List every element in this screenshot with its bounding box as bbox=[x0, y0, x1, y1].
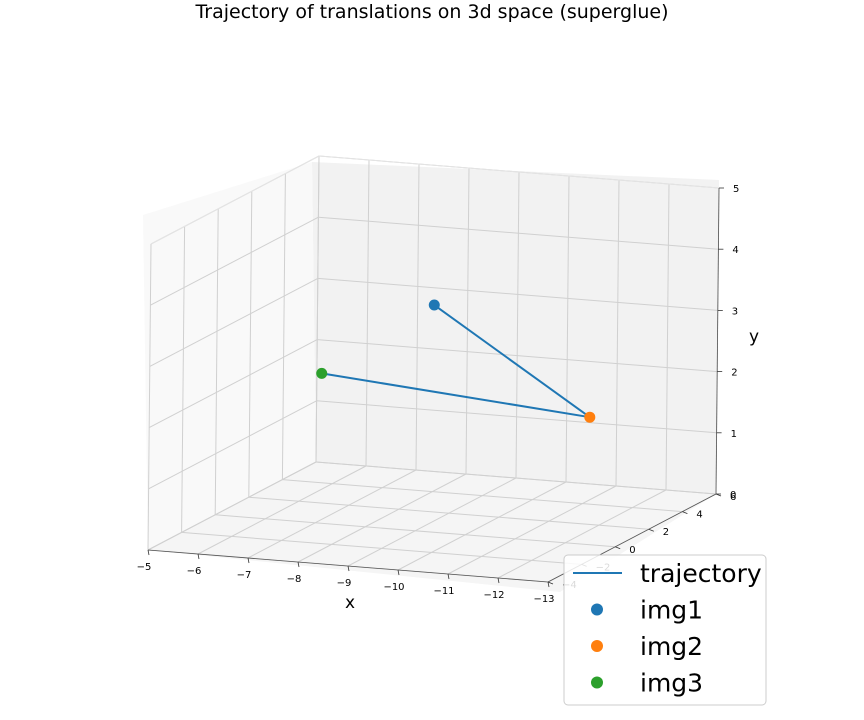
legend-point-swatch bbox=[591, 640, 603, 652]
z-tick-label: 0 bbox=[629, 545, 635, 556]
y-axis-line bbox=[715, 187, 720, 495]
x-tick-mark bbox=[447, 573, 450, 580]
y-tick-label: 3 bbox=[732, 306, 738, 317]
y-tick-label: 4 bbox=[732, 245, 738, 256]
z-tick-label: 6 bbox=[730, 492, 736, 503]
grid-line-y-left bbox=[148, 339, 318, 429]
x-tick-mark bbox=[197, 553, 200, 560]
grid-line-y-back bbox=[317, 339, 718, 373]
grid-line-x-back bbox=[515, 171, 520, 479]
legend-item-img1: img1 bbox=[591, 596, 703, 625]
legend-label: img3 bbox=[640, 669, 703, 698]
grid-line-x-floor bbox=[247, 469, 417, 559]
grid-line-x-back bbox=[415, 163, 420, 471]
grid-line-z-left bbox=[281, 173, 286, 480]
x-tick-mark bbox=[497, 577, 500, 584]
grid-line-y-left bbox=[147, 461, 317, 551]
y-tick-label: 2 bbox=[731, 368, 737, 379]
x-tick-label: −6 bbox=[187, 566, 202, 577]
legend-item-img2: img2 bbox=[591, 632, 703, 661]
x-tick-mark bbox=[297, 561, 300, 568]
x-tick-mark bbox=[397, 569, 400, 576]
grid-line-z-left bbox=[248, 191, 253, 498]
x-tick-label: −7 bbox=[237, 570, 252, 581]
legend: trajectory img1 img2 img3 bbox=[563, 554, 767, 706]
x-tick-label: −13 bbox=[533, 594, 554, 605]
x-tick-mark bbox=[347, 565, 350, 572]
z-tick-mark bbox=[615, 546, 621, 550]
pane-back bbox=[312, 162, 719, 494]
grid-line-x-back bbox=[565, 175, 570, 483]
grid-line-x-floor bbox=[447, 485, 617, 575]
legend-label: img2 bbox=[640, 632, 703, 661]
y-tick-label: 0 bbox=[730, 490, 736, 501]
grid-line-x-floor bbox=[347, 477, 517, 567]
grid-line-x-floor bbox=[497, 489, 667, 579]
grid-line-z-left bbox=[147, 243, 152, 551]
grid-line-y-left bbox=[148, 400, 317, 490]
grid-line-y-back bbox=[316, 400, 717, 434]
x-tick-label: −10 bbox=[383, 582, 404, 593]
edge-back-top bbox=[318, 155, 720, 189]
x-tick-label: −9 bbox=[337, 578, 352, 589]
x-axis-label: x bbox=[345, 593, 355, 613]
grid-line-z-left bbox=[214, 208, 219, 515]
x-tick-label: −8 bbox=[287, 574, 302, 585]
grid-line-z-floor bbox=[215, 514, 616, 548]
grid-line-x-floor bbox=[397, 481, 567, 571]
legend-box bbox=[563, 554, 767, 706]
grid-line-x-back bbox=[465, 167, 470, 475]
img1-point bbox=[428, 299, 440, 311]
y-tick-label: 1 bbox=[731, 429, 737, 440]
grid-line-z-floor bbox=[248, 496, 649, 530]
x-tick-mark bbox=[247, 557, 250, 564]
legend-label: trajectory bbox=[640, 559, 762, 588]
x-tick-label: −5 bbox=[137, 562, 152, 573]
z-tick-mark bbox=[715, 493, 722, 497]
grid-line-x-back bbox=[615, 179, 620, 487]
x-tick-label: −11 bbox=[433, 586, 454, 597]
grid-line-x-floor bbox=[297, 473, 467, 563]
z-tick-mark bbox=[682, 511, 688, 514]
grid-line-y-left bbox=[150, 216, 319, 306]
img3-point bbox=[316, 367, 328, 379]
grid-line-y-left bbox=[149, 277, 319, 367]
grid-line-z-floor bbox=[181, 531, 582, 565]
grid-line-x-floor bbox=[197, 465, 367, 555]
x-tick-mark bbox=[547, 581, 550, 588]
img2-point bbox=[584, 411, 596, 423]
y-axis-label: y bbox=[749, 327, 759, 347]
grid-line-z-left bbox=[315, 155, 320, 463]
legend-item-trajectory: trajectory bbox=[573, 559, 762, 588]
z-tick-mark bbox=[648, 528, 654, 532]
pane-left bbox=[143, 162, 316, 550]
grid-line-z-left bbox=[181, 226, 186, 533]
grid-line-z-floor bbox=[315, 461, 717, 495]
edge-left-top bbox=[150, 155, 320, 245]
grid-line-y-back bbox=[318, 216, 719, 250]
legend-label: img1 bbox=[640, 596, 703, 625]
legend-point-swatch bbox=[591, 603, 603, 616]
x-tick-label: −12 bbox=[483, 590, 504, 601]
data-layer bbox=[316, 299, 596, 423]
legend-item-img3: img3 bbox=[591, 669, 703, 698]
grid-lines bbox=[147, 155, 720, 583]
grid-line-x-back bbox=[665, 183, 670, 491]
grid-line-x-back bbox=[365, 159, 370, 467]
grid-line-z-floor bbox=[282, 479, 683, 513]
z-tick-label: 2 bbox=[663, 527, 669, 538]
y-tick-label: 5 bbox=[733, 184, 739, 195]
grid-line-y-back bbox=[317, 277, 718, 311]
x-tick-mark bbox=[147, 549, 150, 556]
z-tick-mark bbox=[547, 581, 554, 585]
chart-title: Trajectory of translations on 3d space (… bbox=[194, 1, 668, 23]
legend-point-swatch bbox=[591, 676, 603, 689]
z-tick-label: 4 bbox=[696, 510, 702, 521]
